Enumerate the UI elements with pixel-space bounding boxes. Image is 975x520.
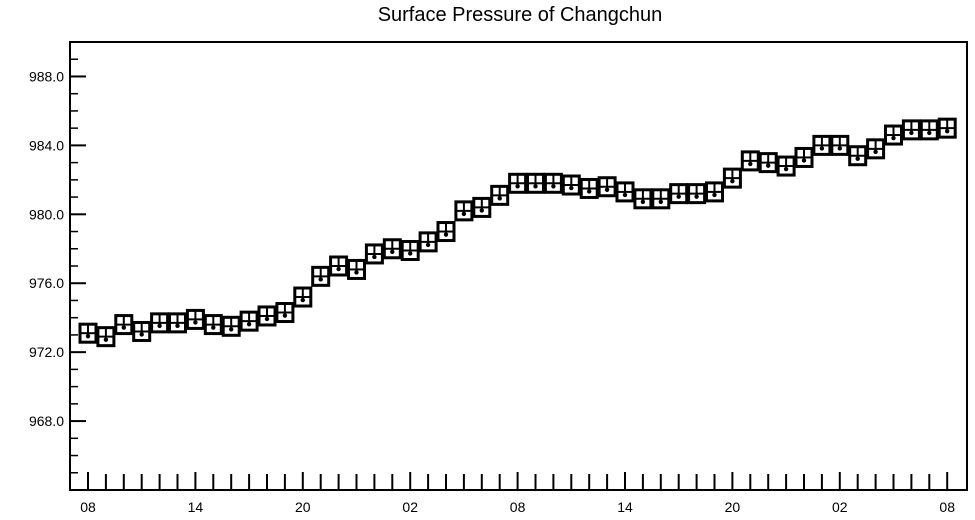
x-tick-label: 14 <box>188 499 204 515</box>
data-point <box>364 243 384 265</box>
data-point <box>96 326 116 348</box>
data-point <box>848 145 868 167</box>
data-point <box>257 305 277 327</box>
x-tick-label: 14 <box>617 499 633 515</box>
data-point <box>78 322 98 344</box>
x-tick-label: 08 <box>510 499 526 515</box>
data-point <box>758 152 778 174</box>
data-point <box>508 172 528 194</box>
chart-title: Surface Pressure of Changchun <box>377 4 663 26</box>
y-tick-label: 988.0 <box>29 68 64 84</box>
data-point <box>436 221 456 243</box>
data-point <box>114 314 134 336</box>
data-point <box>561 174 581 196</box>
data-point <box>150 312 170 334</box>
data-point <box>311 265 331 287</box>
data-point <box>705 181 724 203</box>
data-point <box>239 310 259 332</box>
x-tick-label: 20 <box>295 499 311 515</box>
x-tick-label: 08 <box>80 499 96 515</box>
data-point <box>615 181 635 203</box>
data-point <box>830 134 850 156</box>
y-tick-label: 984.0 <box>29 137 64 153</box>
data-point <box>884 124 903 146</box>
data-point <box>597 176 617 198</box>
data-point <box>919 119 939 141</box>
data-point <box>901 119 921 141</box>
data-point <box>382 238 402 260</box>
data-point <box>633 188 653 210</box>
data-point <box>651 188 671 210</box>
x-tick-label: 02 <box>402 499 418 515</box>
data-point <box>740 150 760 172</box>
y-tick-label: 976.0 <box>29 275 64 291</box>
data-point <box>866 138 886 160</box>
data-point <box>329 255 349 277</box>
data-markers <box>78 117 957 348</box>
data-point <box>347 258 366 280</box>
data-point <box>293 286 313 308</box>
y-tick-label: 968.0 <box>29 413 64 429</box>
data-point <box>669 183 689 205</box>
data-point <box>132 320 152 342</box>
data-point <box>275 302 295 324</box>
data-point <box>472 196 492 218</box>
y-tick-label: 972.0 <box>29 344 64 360</box>
x-axis: 08 14 20 02 08 14 20 02 08 <box>80 472 955 515</box>
x-tick-label: 08 <box>939 499 955 515</box>
data-point <box>185 308 205 330</box>
data-point <box>543 172 563 194</box>
data-point <box>221 315 241 337</box>
y-tick-label: 980.0 <box>29 206 64 222</box>
data-point <box>454 200 474 222</box>
data-point <box>776 155 796 177</box>
data-point <box>400 239 420 261</box>
x-tick-label: 02 <box>832 499 848 515</box>
data-point <box>490 184 510 206</box>
data-point <box>812 134 832 156</box>
data-point <box>526 172 545 194</box>
data-point <box>168 312 187 334</box>
data-point <box>794 146 814 168</box>
data-point <box>722 167 742 189</box>
data-point <box>203 314 223 336</box>
plot-frame <box>69 41 968 491</box>
data-point <box>937 117 957 139</box>
x-tick-label: 20 <box>725 499 741 515</box>
data-point <box>579 177 599 199</box>
y-axis: 968.0 972.0 976.0 980.0 984.0 988.0 <box>29 58 86 474</box>
data-point <box>418 231 438 253</box>
data-point <box>687 183 707 205</box>
